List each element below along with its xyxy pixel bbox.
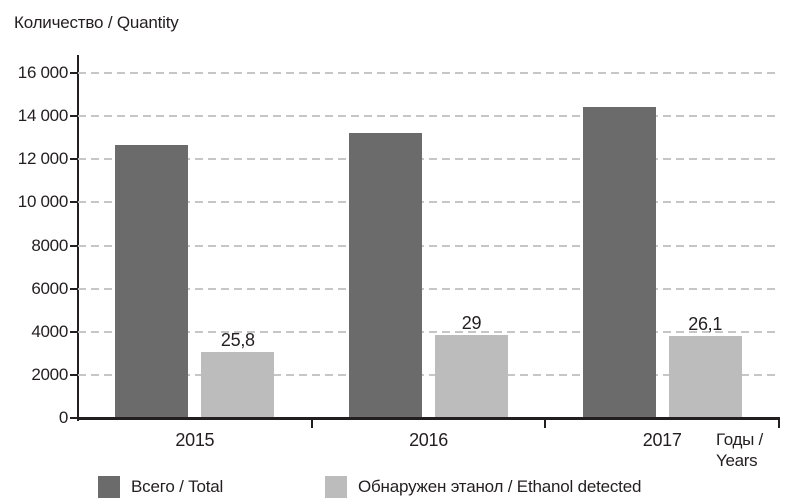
y-axis-tick-label: 2000 <box>31 364 68 384</box>
bar-total-2015 <box>115 145 189 418</box>
bar-total-2016 <box>349 133 422 418</box>
bar-value-label-2017: 26,1 <box>688 314 723 335</box>
bar-ethanol-2017 <box>668 336 742 418</box>
bar-value-label-2015: 25,8 <box>220 330 255 351</box>
x-category-label-2016: 2016 <box>409 430 448 450</box>
legend-label-total: Всего / Total <box>131 477 224 496</box>
legend: Всего / Total Обнаружен этанол / Ethanol … <box>0 474 791 502</box>
y-axis-tick <box>70 72 77 74</box>
y-axis-tick <box>70 373 77 376</box>
x-axis-line <box>77 417 780 420</box>
y-axis-tick-label: 12 000 <box>17 149 69 169</box>
y-axis-tick <box>70 158 77 161</box>
bar-value-label-2016: 29 <box>461 313 482 334</box>
x-axis-label-line1: Годы / <box>716 430 763 449</box>
chart-title: Количество / Quantity <box>14 13 179 32</box>
y-axis-tick <box>70 330 77 333</box>
gridline-14000 <box>78 115 779 118</box>
legend-swatch-ethanol <box>325 476 347 498</box>
y-axis-tick-label: 10 000 <box>17 192 69 212</box>
legend-item-total: Всего / Total <box>98 474 223 500</box>
x-category-label-2017: 2017 <box>642 430 682 450</box>
gridline-2000 <box>78 373 779 376</box>
gridline-16000 <box>78 72 779 74</box>
legend-label-ethanol: Обнаружен этанол / Ethanol detected <box>358 477 642 496</box>
y-axis-tick <box>70 115 77 118</box>
y-axis-tick <box>70 201 77 204</box>
x-axis-tick <box>778 420 780 428</box>
legend-item-ethanol: Обнаружен этанол / Ethanol detected <box>325 474 641 500</box>
plot-area: 25,8 29 26,1 <box>78 72 779 418</box>
legend-swatch-total <box>98 476 120 498</box>
gridline-6000 <box>78 287 779 290</box>
x-axis-label-line2: Years <box>716 451 758 470</box>
gridline-8000 <box>78 244 779 247</box>
y-axis-tick <box>70 287 77 290</box>
x-axis-label: Годы / Years <box>716 429 786 471</box>
gridline-10000 <box>78 201 779 204</box>
y-axis-tick-label: 6000 <box>31 278 68 298</box>
gridline-12000 <box>78 158 779 161</box>
bar-ethanol-2015 <box>201 352 275 418</box>
y-axis-tick <box>70 244 77 247</box>
y-axis-tick-label: 4000 <box>31 321 68 341</box>
y-axis-tick-label: 0 <box>58 408 68 427</box>
x-axis-tick <box>310 420 313 428</box>
gridline-4000 <box>78 330 779 333</box>
x-axis-tick <box>544 420 547 428</box>
y-axis-tick-label: 14 000 <box>17 106 69 126</box>
y-axis-tick <box>70 417 77 419</box>
y-axis-tick-label: 8000 <box>31 235 68 255</box>
y-axis-tick-label: 16 000 <box>17 63 69 82</box>
bar-total-2017 <box>582 106 656 418</box>
bar-ethanol-2016 <box>435 335 508 418</box>
x-category-label-2015: 2015 <box>175 430 215 450</box>
y-axis-line <box>77 55 79 421</box>
